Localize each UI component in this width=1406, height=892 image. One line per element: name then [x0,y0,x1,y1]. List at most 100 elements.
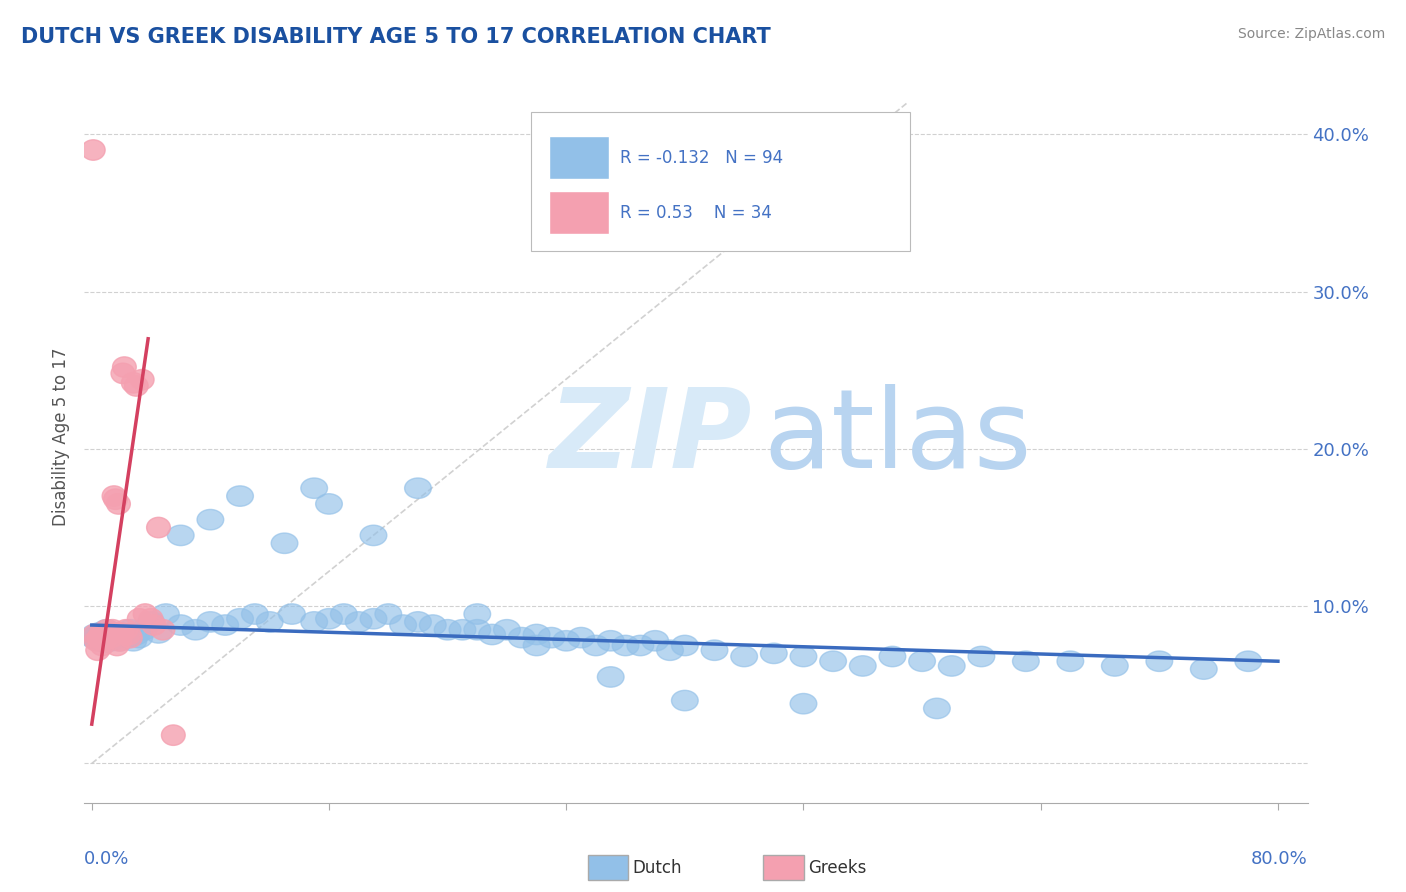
Ellipse shape [84,631,108,651]
Ellipse shape [612,635,638,656]
Ellipse shape [134,604,157,624]
Text: R = -0.132   N = 94: R = -0.132 N = 94 [620,149,783,167]
Ellipse shape [121,373,145,393]
Text: 80.0%: 80.0% [1251,850,1308,868]
Ellipse shape [582,635,609,656]
Ellipse shape [405,612,432,632]
Ellipse shape [86,623,112,643]
Ellipse shape [120,631,146,651]
Ellipse shape [731,647,758,666]
Ellipse shape [509,627,536,648]
Text: ZIP: ZIP [550,384,752,491]
Text: Greeks: Greeks [808,859,868,877]
Ellipse shape [114,620,138,640]
Ellipse shape [761,643,787,664]
Ellipse shape [128,608,150,629]
Ellipse shape [908,651,935,672]
Ellipse shape [131,620,157,640]
Ellipse shape [103,624,129,645]
FancyBboxPatch shape [550,136,609,179]
Ellipse shape [702,640,728,660]
Ellipse shape [1234,651,1261,672]
Ellipse shape [464,604,491,624]
Ellipse shape [114,627,141,648]
Ellipse shape [127,627,153,648]
Ellipse shape [107,631,134,651]
Ellipse shape [105,635,129,656]
Ellipse shape [122,624,149,645]
Ellipse shape [1012,651,1039,672]
Ellipse shape [138,612,165,632]
Ellipse shape [100,627,122,648]
Ellipse shape [316,608,342,629]
Ellipse shape [449,620,475,640]
Ellipse shape [167,525,194,546]
Ellipse shape [1191,659,1218,680]
Ellipse shape [145,623,172,643]
Ellipse shape [87,631,114,651]
Ellipse shape [150,620,174,640]
Ellipse shape [139,608,163,629]
Y-axis label: Disability Age 5 to 17: Disability Age 5 to 17 [52,348,70,526]
Ellipse shape [105,626,132,647]
Ellipse shape [849,656,876,676]
Ellipse shape [938,656,965,676]
Ellipse shape [96,626,122,647]
Text: 0.0%: 0.0% [84,850,129,868]
Ellipse shape [212,615,239,635]
Ellipse shape [301,612,328,632]
Ellipse shape [93,624,117,645]
Ellipse shape [278,604,305,624]
Ellipse shape [103,486,127,507]
Ellipse shape [242,604,269,624]
Ellipse shape [316,493,342,514]
Ellipse shape [271,533,298,553]
Ellipse shape [1146,651,1173,672]
Ellipse shape [790,647,817,666]
Ellipse shape [197,509,224,530]
Ellipse shape [91,632,118,653]
Ellipse shape [87,627,111,648]
Ellipse shape [142,615,166,635]
Ellipse shape [434,620,461,640]
Ellipse shape [107,493,131,514]
Ellipse shape [101,620,124,640]
Ellipse shape [226,608,253,629]
Ellipse shape [162,725,186,746]
Ellipse shape [112,357,136,377]
Ellipse shape [346,612,373,632]
Ellipse shape [553,631,579,651]
Ellipse shape [523,624,550,645]
Text: Source: ZipAtlas.com: Source: ZipAtlas.com [1237,27,1385,41]
Ellipse shape [82,140,105,161]
Ellipse shape [375,604,402,624]
Ellipse shape [360,608,387,629]
Ellipse shape [83,629,110,649]
Ellipse shape [568,627,595,648]
Ellipse shape [226,486,253,507]
Ellipse shape [790,693,817,714]
Ellipse shape [627,635,654,656]
Ellipse shape [301,478,328,499]
Ellipse shape [108,623,135,643]
Ellipse shape [598,666,624,687]
Ellipse shape [93,620,120,640]
Ellipse shape [672,690,699,711]
Ellipse shape [89,624,112,645]
Ellipse shape [97,631,124,651]
Ellipse shape [117,624,141,645]
Ellipse shape [330,604,357,624]
Ellipse shape [80,627,107,648]
Ellipse shape [118,627,142,648]
Ellipse shape [183,620,209,640]
Ellipse shape [83,624,107,645]
Ellipse shape [90,635,114,656]
Ellipse shape [131,369,155,390]
Ellipse shape [89,627,115,648]
Ellipse shape [82,624,108,645]
Ellipse shape [969,647,994,666]
Text: atlas: atlas [763,384,1032,491]
FancyBboxPatch shape [531,112,910,251]
Ellipse shape [389,615,416,635]
FancyBboxPatch shape [550,191,609,234]
